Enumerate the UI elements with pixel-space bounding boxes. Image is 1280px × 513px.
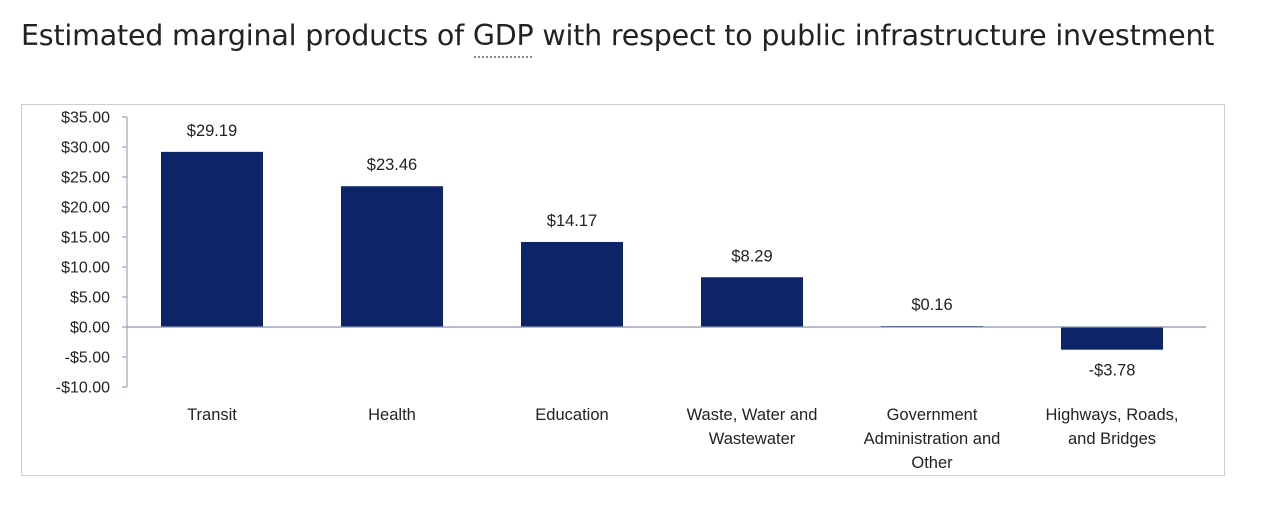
- bar-data-label: $14.17: [547, 212, 597, 230]
- gdp-abbreviation[interactable]: GDP: [472, 19, 534, 52]
- category-label: Education: [535, 406, 608, 424]
- category-label: Transit: [187, 406, 237, 424]
- bar-data-label: $0.16: [911, 296, 952, 314]
- bar-chart: $35.00 $30.00 $25.00 $20.00 $15.00 $10.00 $5.0…: [56, 110, 1206, 472]
- y-axis-tick-label: $20.00: [61, 200, 110, 217]
- category-label-line: Health: [368, 406, 416, 424]
- category-label-line: Administration and: [864, 430, 1001, 448]
- y-axis-tick-label: $5.00: [70, 290, 110, 307]
- y-axis-tick-label: $0.00: [70, 320, 110, 337]
- y-axis-tick-label: -$5.00: [65, 350, 110, 367]
- y-axis-tick-label: $10.00: [61, 260, 110, 277]
- category-label-line: Education: [535, 406, 608, 424]
- category-label-line: Highways, Roads,: [1046, 406, 1179, 424]
- page-title: Estimated marginal products of GDP with …: [21, 14, 1214, 58]
- category-label: Health: [368, 406, 416, 424]
- y-axis-tick-label: $25.00: [61, 170, 110, 187]
- category-label: Waste, Water and Wastewater: [687, 406, 818, 448]
- category-label-line: Other: [911, 454, 953, 472]
- bar: [341, 186, 443, 327]
- category-label-line: Government: [887, 406, 978, 424]
- category-label-line: Wastewater: [709, 430, 796, 448]
- y-axis-tick-label: $15.00: [61, 230, 110, 247]
- y-axis-tick-label: $35.00: [61, 110, 110, 127]
- bar-data-label: -$3.78: [1089, 362, 1136, 380]
- category-label: Highways, Roads, and Bridges: [1046, 406, 1179, 448]
- category-label-line: Waste, Water and: [687, 406, 818, 424]
- bar-data-label: $8.29: [731, 247, 772, 265]
- category-label: Government Administration and Other: [864, 406, 1001, 472]
- title-text-start: Estimated marginal products of: [21, 19, 473, 52]
- title-text-end: with respect to public infrastructure in…: [533, 19, 1215, 52]
- bar: [521, 241, 623, 327]
- y-axis-tick-label: -$10.00: [56, 380, 110, 397]
- bar-data-label: $23.46: [367, 156, 417, 174]
- bar: [701, 277, 803, 327]
- bar: [161, 151, 263, 327]
- bar: [1061, 327, 1163, 350]
- category-label-line: Transit: [187, 406, 237, 424]
- bar-data-label: $29.19: [187, 122, 237, 140]
- y-axis-tick-label: $30.00: [61, 140, 110, 157]
- chart-container: $35.00 $30.00 $25.00 $20.00 $15.00 $10.00 $5.0…: [21, 104, 1225, 476]
- category-label-line: and Bridges: [1068, 430, 1156, 448]
